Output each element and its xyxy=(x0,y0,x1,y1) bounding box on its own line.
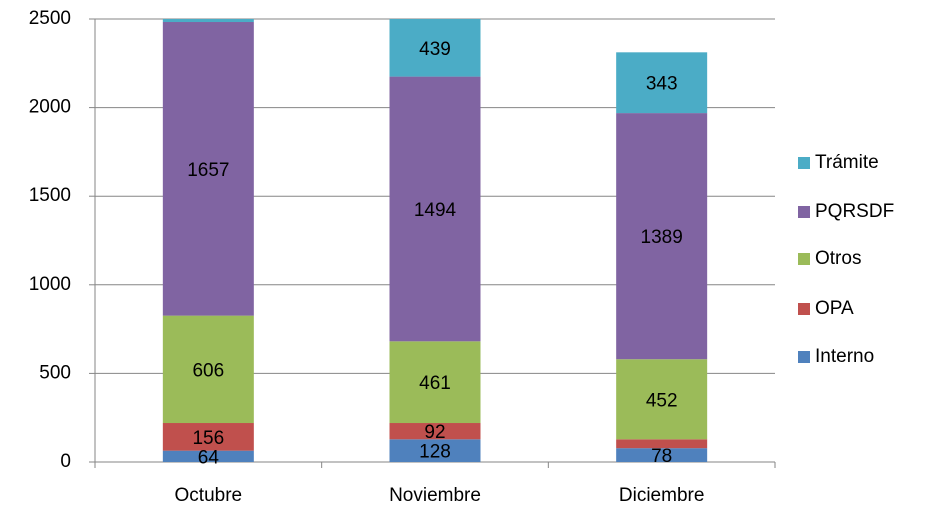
bar-segment xyxy=(162,22,254,316)
bar-segment xyxy=(389,76,481,342)
legend-label: PQRSDF xyxy=(815,201,894,222)
plot-area xyxy=(162,19,708,462)
data-label: 1389 xyxy=(641,227,683,248)
legend-label: Interno xyxy=(815,346,874,367)
y-tick-label: 2000 xyxy=(29,97,71,118)
bar-segment xyxy=(162,19,254,23)
bar-segment xyxy=(389,439,481,462)
y-tick-label: 1000 xyxy=(29,274,71,295)
x-tick-label: Octubre xyxy=(175,485,243,506)
data-label: 156 xyxy=(192,428,224,449)
data-label: 452 xyxy=(646,390,678,411)
y-tick-label: 0 xyxy=(60,451,71,472)
bar-segment xyxy=(616,448,708,462)
data-label: 128 xyxy=(419,442,451,463)
legend-swatch xyxy=(798,303,810,315)
bar-segment xyxy=(389,19,481,77)
legend-swatch xyxy=(798,351,810,363)
y-tick-label: 1500 xyxy=(29,185,71,206)
legend-label: Trámite xyxy=(815,152,879,173)
data-label: 64 xyxy=(198,447,220,468)
legend-label: OPA xyxy=(815,298,854,319)
data-label: 439 xyxy=(419,39,451,60)
bar-segment xyxy=(616,52,708,114)
legend-swatch xyxy=(798,206,810,218)
bar-segment xyxy=(162,315,254,424)
data-label: 1494 xyxy=(414,200,457,221)
x-tick-label: Noviembre xyxy=(389,485,481,506)
bar-segment xyxy=(162,423,254,451)
data-label: 606 xyxy=(192,360,224,381)
bar-segment xyxy=(389,423,481,440)
data-label: 343 xyxy=(646,74,678,95)
data-label: 461 xyxy=(419,373,451,394)
data-label: 92 xyxy=(424,422,445,443)
y-tick-label: 2500 xyxy=(29,8,71,29)
bar-segment xyxy=(389,341,481,424)
bar-segment xyxy=(616,439,708,449)
legend-swatch xyxy=(798,253,810,265)
x-tick-label: Diciembre xyxy=(619,485,705,506)
bar-segment xyxy=(616,359,708,440)
data-label: 1657 xyxy=(187,160,229,181)
bar-segment xyxy=(162,450,254,462)
legend-label: Otros xyxy=(815,248,861,269)
data-label: 78 xyxy=(651,446,672,467)
y-tick-label: 500 xyxy=(39,362,71,383)
legend-swatch xyxy=(798,157,810,169)
bar-segment xyxy=(616,113,708,360)
